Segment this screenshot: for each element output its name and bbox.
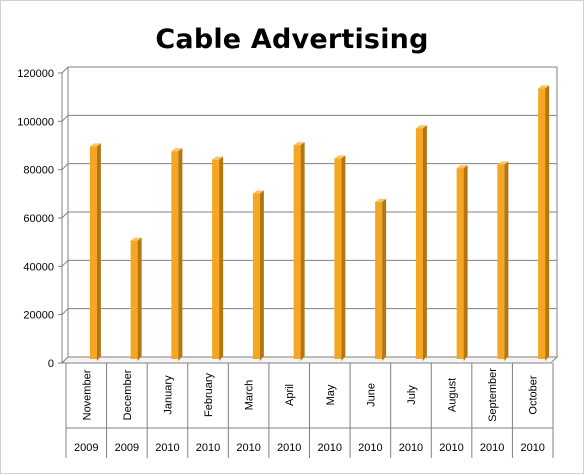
x-tick-label-month: October	[528, 375, 540, 414]
bar-top	[375, 198, 387, 202]
bar-front	[334, 158, 342, 359]
x-tick-label-year: 2010	[358, 442, 382, 454]
bar-side	[382, 198, 387, 361]
bar-front	[375, 201, 383, 359]
bar-front	[89, 146, 97, 359]
x-tick-label-year: 2010	[480, 442, 504, 454]
bar-front	[293, 145, 301, 359]
bar-side	[137, 237, 142, 361]
bar-side	[219, 156, 224, 361]
bar	[252, 190, 264, 361]
gridline-side	[61, 308, 69, 316]
bar	[293, 142, 305, 361]
bar-top	[415, 125, 427, 129]
bar	[415, 125, 427, 361]
x-tick-label-month: April	[284, 384, 296, 406]
x-tick-label-year: 2010	[155, 442, 179, 454]
x-tick-label-year: 2009	[74, 442, 98, 454]
bar	[334, 155, 346, 361]
bar-front	[456, 168, 464, 359]
gridline-side	[61, 66, 69, 74]
x-tick-label-year: 2010	[196, 442, 220, 454]
bars	[89, 85, 550, 361]
x-tick-label-month: September	[487, 368, 499, 422]
bar-front	[252, 193, 260, 359]
bar-front	[538, 88, 546, 359]
x-tick-label-year: 2010	[277, 442, 301, 454]
x-tick-label-month: November	[81, 369, 93, 420]
bar-side	[341, 155, 346, 361]
x-tick-label-month: May	[325, 384, 337, 405]
x-tick-label-year: 2010	[318, 442, 342, 454]
gridline-side	[61, 259, 69, 267]
y-tick-label: 100000	[17, 116, 54, 128]
bar	[130, 237, 142, 361]
bar-top	[130, 237, 142, 241]
bar-top	[497, 161, 509, 165]
bar	[171, 148, 183, 361]
x-tick-label-year: 2010	[439, 442, 463, 454]
x-tick-label-year: 2009	[115, 442, 139, 454]
x-tick-label-year: 2010	[236, 442, 260, 454]
bar	[375, 198, 387, 361]
bar-top	[538, 85, 550, 89]
chart-title: Cable Advertising	[155, 24, 429, 55]
bar-top	[293, 142, 305, 146]
bar-side	[545, 85, 550, 361]
y-tick-label: 40000	[23, 261, 54, 273]
bar	[497, 161, 509, 361]
x-tick-label-month: January	[162, 375, 174, 415]
gridline-side	[61, 211, 69, 219]
y-tick-label: 60000	[23, 213, 54, 225]
x-tick-label-month: June	[365, 383, 377, 407]
x-tick-label-month: March	[244, 380, 256, 411]
y-tick-label: 0	[48, 358, 54, 370]
bar-front	[415, 128, 423, 359]
bar-side	[463, 165, 468, 361]
bar-front	[212, 159, 220, 359]
bar	[538, 85, 550, 361]
bar-side	[259, 190, 264, 361]
bar-front	[130, 240, 138, 359]
bar	[89, 143, 101, 361]
bar-top	[456, 165, 468, 169]
x-tick-label-month: July	[406, 385, 418, 405]
bar-side	[300, 142, 305, 361]
bar-side	[422, 125, 427, 361]
bar-front	[497, 164, 505, 359]
y-tick-label: 120000	[17, 68, 54, 80]
x-tick-label-month: August	[447, 378, 459, 412]
y-tick-label: 20000	[23, 310, 54, 322]
bar	[456, 165, 468, 361]
axes: 0 20000 40000 60000 80000 100000 120000	[17, 67, 559, 370]
gridline-side	[61, 163, 69, 171]
floor	[60, 356, 559, 364]
category-labels: November 2009 December 2009 January 2010 Febru…	[65, 363, 554, 458]
bar-top	[212, 156, 224, 160]
x-tick-label-year: 2010	[399, 442, 423, 454]
x-tick-label-month: December	[122, 369, 134, 420]
gridline-side	[61, 114, 69, 122]
bar-side	[504, 161, 509, 361]
x-tick-label-month: February	[203, 372, 215, 417]
bar-top	[171, 148, 183, 152]
y-tick-label: 80000	[23, 165, 54, 177]
bar-side	[178, 148, 183, 361]
bar-top	[89, 143, 101, 147]
bar-front	[171, 151, 179, 359]
x-tick-label-year: 2010	[520, 442, 544, 454]
bar-top	[334, 155, 346, 159]
bar-top	[252, 190, 264, 194]
bar	[212, 156, 224, 361]
bar-side	[96, 143, 101, 361]
